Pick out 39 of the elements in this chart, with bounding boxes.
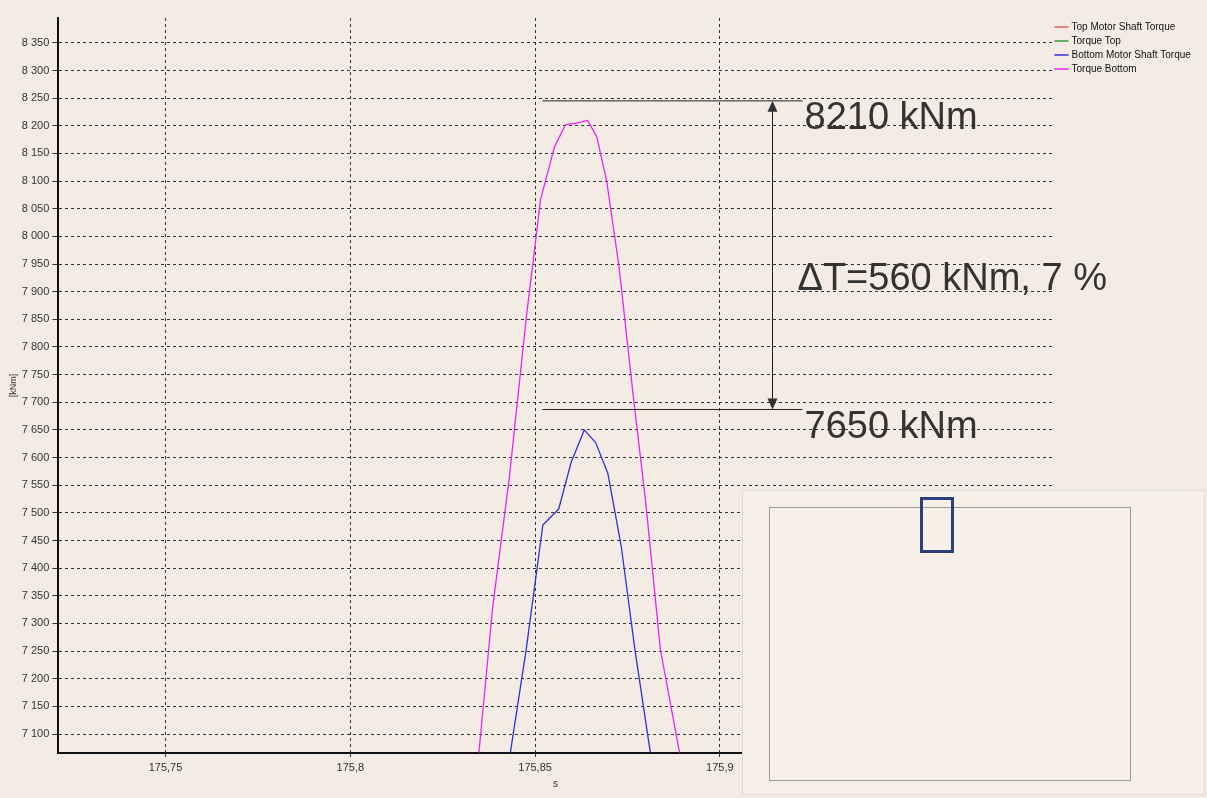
y-tick-label: 7 800: [21, 340, 50, 352]
x-axis-title: s: [552, 777, 558, 789]
y-tick-label: 7 950: [21, 257, 50, 270]
y-tick-label: 7 550: [21, 478, 50, 491]
legend-label: Top Motor Shaft Torque: [1071, 20, 1176, 32]
y-tick-label: 7 200: [21, 671, 50, 684]
y-tick-label: 7 900: [21, 284, 50, 297]
y-tick-label: 7 250: [21, 644, 50, 657]
annotation: 8210 kNm: [804, 95, 978, 138]
y-tick-label: 8 200: [21, 118, 50, 131]
y-tick-label: 7 450: [21, 533, 50, 546]
x-tick-label: 175,75: [148, 761, 183, 774]
y-tick-label: 7 600: [21, 450, 50, 463]
y-axis-title: [kNm]: [7, 373, 18, 398]
y-tick-label: 7 850: [21, 312, 50, 325]
y-tick-label: 7 400: [21, 561, 50, 574]
y-tick-label: 8 050: [21, 201, 50, 214]
annotation: ΔT=560 kNm, 7 %: [797, 256, 1107, 299]
y-tick-label: 8 100: [21, 174, 50, 187]
y-tick-label: 7 150: [21, 699, 50, 712]
y-tick-label: 8 000: [21, 229, 50, 242]
x-tick-label: 175,85: [518, 761, 552, 774]
y-tick-label: 7 300: [21, 616, 50, 629]
y-tick-label: 7 750: [21, 367, 50, 380]
y-tick-label: 7 700: [21, 395, 50, 408]
x-tick-label: 175,9: [706, 761, 734, 774]
y-tick-label: 8 250: [21, 91, 50, 104]
legend-label: Torque Bottom: [1071, 62, 1137, 74]
y-tick-label: 7 650: [21, 422, 50, 435]
annotation: 7650 kNm: [804, 403, 978, 446]
y-tick-label: 8 150: [21, 146, 50, 159]
x-tick-label: 175,8: [336, 761, 365, 774]
y-tick-label: 8 350: [21, 35, 50, 48]
y-tick-label: 8 300: [21, 63, 50, 76]
y-tick-label: 7 100: [21, 727, 50, 740]
legend-label: Torque Top: [1071, 34, 1122, 46]
y-tick-label: 7 500: [21, 505, 50, 518]
legend-label: Bottom Motor Shaft Torque: [1071, 48, 1192, 60]
y-tick-label: 7 350: [21, 588, 50, 601]
